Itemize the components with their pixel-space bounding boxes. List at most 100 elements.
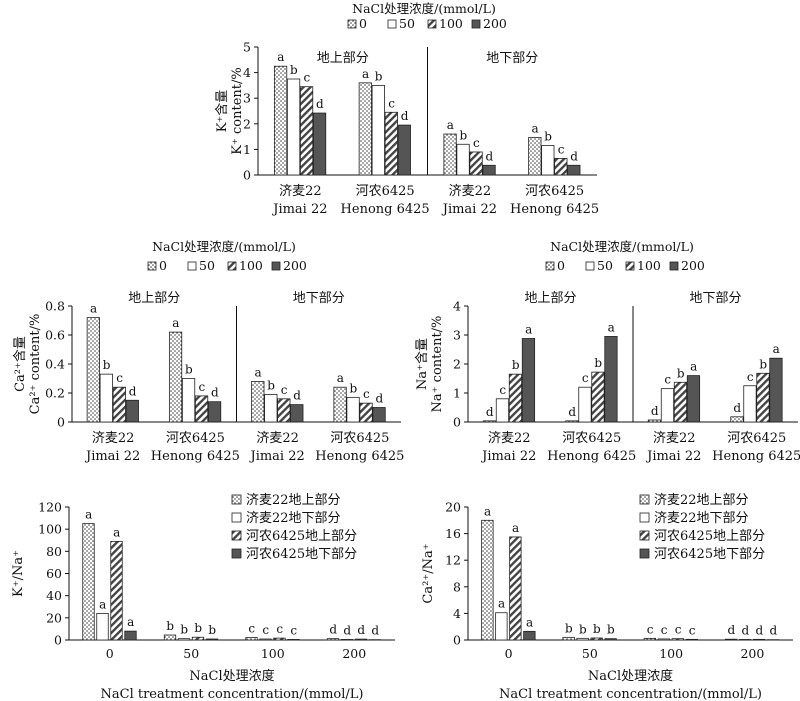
part-label-aboveground: 地上部分 <box>524 291 576 306</box>
y-tick-label: 100 <box>38 522 62 537</box>
y-tick-label: 80 <box>46 544 62 559</box>
bar-letter: b <box>512 358 520 372</box>
bar-letter: c <box>647 622 654 636</box>
bar-letter: c <box>290 623 297 637</box>
bar <box>508 373 523 423</box>
bar <box>163 634 177 641</box>
bar-letter: d <box>756 623 764 637</box>
legend-swatch <box>231 494 242 505</box>
bar <box>340 639 354 641</box>
y-label-en: Ca²⁺ content/% <box>28 314 43 415</box>
legend-label: 200 <box>283 258 307 273</box>
x-tick-label: 200 <box>740 646 764 661</box>
bar-letter: a <box>85 508 92 522</box>
bar-letter: d <box>129 384 137 398</box>
bar-letter: c <box>281 383 288 397</box>
bar-letter: d <box>211 386 219 400</box>
bar <box>181 378 196 423</box>
bar <box>290 404 304 423</box>
y-tick-label: 1 <box>243 142 251 157</box>
bar-letter: a <box>337 371 344 385</box>
bar-letter: c <box>661 623 668 637</box>
cultivar-label-en: Henong 6425 <box>712 449 800 464</box>
x-title-zh: NaCl处理浓度 <box>588 668 673 684</box>
bar-letter: b <box>180 623 188 637</box>
y-label-en: K⁺ content/% <box>230 67 245 154</box>
bar-letter: c <box>116 371 123 385</box>
legend-label: 河农6425地上部分 <box>654 529 765 544</box>
bar <box>312 112 327 176</box>
bar <box>125 399 139 423</box>
bar <box>326 638 340 641</box>
legend-swatch <box>427 19 437 29</box>
cultivar-label-zh: 济麦22 <box>92 431 135 446</box>
legend-swatch <box>639 548 650 559</box>
bar <box>604 336 618 423</box>
bar <box>495 398 510 423</box>
cultivar-label-zh: 河农6425 <box>166 431 225 446</box>
cultivar-label-en: Jimai 22 <box>271 202 327 217</box>
bar <box>528 136 542 176</box>
cultivar-label-zh: 河农6425 <box>525 184 584 199</box>
bar <box>358 82 372 176</box>
bar <box>469 151 483 176</box>
y-label-en: Na⁺ content/% <box>430 316 445 413</box>
bar <box>96 613 109 641</box>
legend-swatch <box>585 261 595 271</box>
bar-letter: c <box>388 96 395 110</box>
bar <box>541 145 555 176</box>
legend-label: 50 <box>597 258 613 273</box>
bar <box>168 331 183 423</box>
legend-title: NaCl处理浓度/(mmol/L) <box>152 239 296 254</box>
legend-title: NaCl处理浓度/(mmol/L) <box>352 1 496 16</box>
bar <box>521 338 536 423</box>
bar <box>647 419 662 423</box>
x-title-en: NaCl treatment concentration/(mmol/L) <box>499 687 762 701</box>
bar <box>333 386 347 423</box>
bar-letter: b <box>544 130 552 144</box>
legend-label: 济麦22地下部分 <box>246 511 341 526</box>
bar <box>273 65 288 176</box>
legend-swatch <box>625 261 635 271</box>
bar-letter: b <box>267 378 275 392</box>
bar <box>769 357 783 423</box>
bar <box>567 164 581 176</box>
bar-letter: c <box>248 622 255 636</box>
bar <box>752 638 766 641</box>
bar <box>384 111 398 176</box>
x-tick-label: 100 <box>261 646 285 661</box>
x-tick-label: 0 <box>106 646 114 661</box>
bar-letter: a <box>127 615 134 629</box>
x-tick-label: 50 <box>582 646 598 661</box>
bar-letter: d <box>371 624 379 638</box>
y-tick-label: 12 <box>445 553 461 568</box>
x-tick-label: 100 <box>659 646 683 661</box>
cultivar-label-en: Henong 6425 <box>547 449 636 464</box>
bar <box>99 373 113 423</box>
bar <box>86 317 100 423</box>
y-tick-label: 4 <box>453 299 461 314</box>
x-title-en: NaCl treatment concentration/(mmol/L) <box>101 687 364 701</box>
bar <box>686 375 701 423</box>
legend-label: 济麦22地下部分 <box>654 511 749 526</box>
bar-letter: c <box>276 622 283 636</box>
bar-letter: a <box>255 365 262 379</box>
bar-letter: d <box>343 623 351 637</box>
legend-label: 济麦22地上部分 <box>246 493 341 508</box>
legend-swatch <box>187 261 197 271</box>
bar <box>112 386 126 423</box>
bar <box>264 394 278 423</box>
y-tick-label: 4 <box>243 65 251 80</box>
bar <box>578 386 592 423</box>
bar <box>259 638 272 641</box>
bar-letter: b <box>593 622 601 636</box>
bar-letter: a <box>172 316 179 330</box>
bar <box>643 637 657 641</box>
legend-label: 100 <box>239 258 263 273</box>
cultivar-label-zh: 河农6425 <box>330 431 389 446</box>
bar-letter: c <box>689 623 696 637</box>
bar <box>443 133 457 176</box>
legend-swatch <box>639 530 650 541</box>
